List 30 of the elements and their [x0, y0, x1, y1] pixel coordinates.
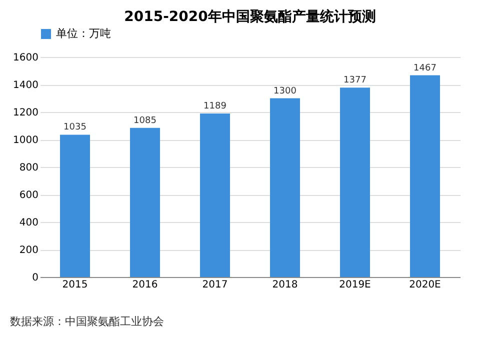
data-label: 1035	[64, 122, 86, 133]
y-tick-label: 600	[19, 190, 38, 201]
y-tick-label: 1200	[13, 108, 38, 118]
legend-label: 单位：万吨	[56, 27, 111, 40]
x-tick-label: 2020E	[409, 280, 441, 290]
y-tick-label: 200	[19, 245, 38, 256]
x-tick-label: 2016	[132, 280, 158, 290]
bar	[200, 114, 230, 277]
bar	[60, 134, 90, 277]
bar	[410, 75, 440, 277]
data-label: 1085	[134, 116, 156, 126]
data-label: 1467	[414, 63, 436, 74]
data-label: 1189	[204, 102, 227, 112]
data-label: 1300	[274, 86, 297, 96]
x-tick-label: 2017	[202, 280, 228, 290]
bar	[340, 88, 370, 277]
x-tick-label: 2018	[272, 280, 298, 290]
chart-title: 2015-2020年中国聚氨酯产量统计预测	[124, 8, 376, 25]
source-note: 数据来源：中国聚氨酯工业协会	[10, 315, 164, 328]
x-tick-label: 2019E	[339, 280, 371, 290]
data-label: 1377	[344, 76, 366, 86]
y-tick-label: 0	[32, 272, 38, 284]
x-tick-label: 2015	[62, 280, 88, 290]
y-tick-label: 400	[19, 218, 38, 228]
y-tick-label: 1400	[13, 80, 38, 91]
bar	[130, 128, 160, 277]
bar	[270, 98, 300, 277]
y-tick-label: 1000	[13, 135, 38, 146]
y-tick-label: 800	[19, 162, 38, 174]
y-tick-label: 1600	[13, 52, 38, 64]
